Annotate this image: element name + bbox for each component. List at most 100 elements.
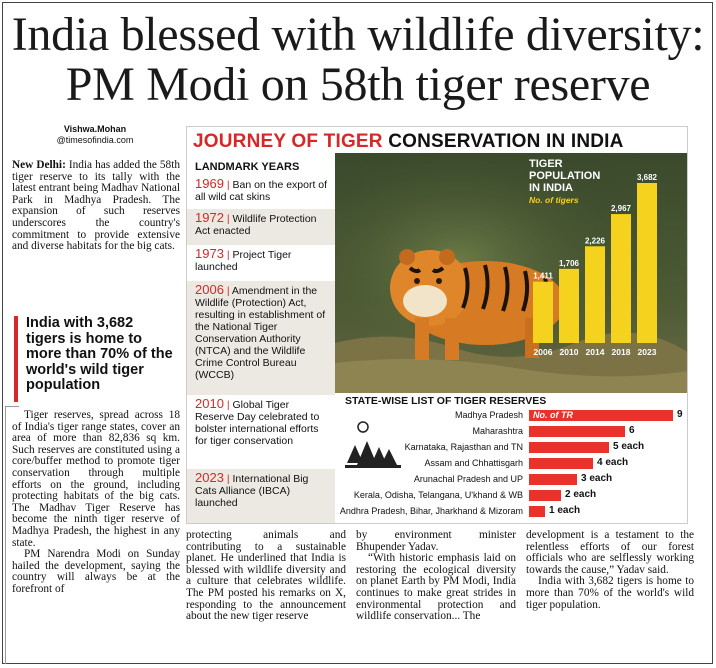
states-bar-label: No. of TR <box>533 410 573 420</box>
chart-title-line-2: POPULATION <box>529 170 600 182</box>
population-value-label: 2,967 <box>611 204 632 213</box>
landmark-text: Ban on the export of all wild cat skins <box>195 179 328 203</box>
state-bar <box>529 426 625 437</box>
landmark-year: 2023 <box>195 470 224 485</box>
landmark-year: 1972 <box>195 210 224 225</box>
infographic-title: JOURNEY OF TIGER CONSERVATION IN INDIA <box>193 131 624 153</box>
chart-title-line-3: IN INDIA <box>529 182 573 194</box>
infographic-title-black: CONSERVATION IN INDIA <box>382 131 624 152</box>
article-para-2: Tiger reserves, spread across 18 of Indi… <box>12 409 180 549</box>
article-para-1: India has added the 58th tiger reserve t… <box>12 159 180 253</box>
forest-icon <box>345 421 401 468</box>
article-column-3: by environment minister Bhupender Yadav.… <box>356 529 516 623</box>
landmark-text: Wildlife Protection Act enacted <box>195 213 317 237</box>
state-bar <box>529 458 593 469</box>
column-rule-tick <box>5 406 19 407</box>
chart-ylabel: No. of tigers <box>529 195 579 205</box>
state-label: Madhya Pradesh <box>454 410 523 420</box>
landmark-year: 2010 <box>195 396 224 411</box>
state-label: Maharashtra <box>472 426 523 436</box>
dateline: New Delhi: <box>12 159 66 171</box>
headline-line-1: India blessed with wildlife diversity: <box>11 8 705 61</box>
state-row: Karnataka, Rajasthan and TN 5 each <box>335 441 687 455</box>
tiger-photo <box>335 153 687 393</box>
landmark-year: 2006 <box>195 282 224 297</box>
population-value-label: 1,706 <box>559 259 580 268</box>
column-rule <box>5 406 6 664</box>
landmark-1973: 1973 | Project Tiger launched <box>195 246 292 273</box>
state-value-label: 3 each <box>581 473 613 484</box>
article-column-1-bottom: Tiger reserves, spread across 18 of Indi… <box>12 409 180 596</box>
chart-title-line-1: TIGER <box>529 158 563 170</box>
article-para-3: PM Narendra Modi on Sunday hailed the de… <box>12 548 180 595</box>
landmark-text: International Big Cats Alliance (IBCA) l… <box>195 473 309 509</box>
population-year-label: 2006 <box>534 347 553 357</box>
byline-handle: @timesofindia.com <box>56 135 134 145</box>
population-year-label: 2010 <box>560 347 579 357</box>
infographic-title-red: JOURNEY OF TIGER <box>193 131 383 152</box>
article-col4-text-a: development is a testament to the relent… <box>526 529 694 576</box>
state-label: Karnataka, Rajasthan and TN <box>404 442 523 452</box>
state-label: Andhra Pradesh, Bihar, Jharkhand & Mizor… <box>339 506 523 516</box>
byline-name: Vishwa.Mohan <box>63 124 127 134</box>
infographic: JOURNEY OF TIGER CONSERVATION IN INDIA L… <box>186 126 688 524</box>
landmark-text: Amendment in the Wildlife (Protection) A… <box>195 285 326 381</box>
article-column-2: protecting animals and contributing to a… <box>186 529 346 623</box>
landmark-heading: LANDMARK YEARS <box>195 161 300 173</box>
state-value-label: 2 each <box>565 489 597 500</box>
state-label: Kerala, Odisha, Telangana, U'khand & WB <box>353 490 523 500</box>
state-bar <box>529 474 577 485</box>
state-row: Kerala, Odisha, Telangana, U'khand & WB 2… <box>335 489 687 503</box>
article-column-1-top: New Delhi: India has added the 58th tige… <box>12 159 180 253</box>
state-row: Maharashtra 6 <box>335 425 687 439</box>
state-label: Assam and Chhattisgarh <box>424 458 523 468</box>
population-year-label: 2018 <box>612 347 631 357</box>
population-value-label: 1,411 <box>533 272 553 281</box>
population-value-label: 2,226 <box>585 236 606 245</box>
state-value-label: 5 each <box>613 441 645 452</box>
state-wise-panel: STATE-WISE LIST OF TIGER RESERVES Madhya… <box>335 393 687 523</box>
state-value-label: 6 <box>629 425 635 436</box>
article-column-4: development is a testament to the relent… <box>526 529 694 611</box>
population-bar-2006 <box>533 281 553 343</box>
article-col3-text-b: “With historic emphasis laid on restorin… <box>356 552 516 623</box>
landmark-years-panel: LANDMARK YEARS 1969 | Ban on the export … <box>187 157 335 523</box>
state-row: Madhya Pradesh No. of TR 9 <box>335 409 687 423</box>
state-label: Arunachal Pradesh and UP <box>413 474 523 484</box>
state-bar <box>529 442 609 453</box>
state-bar <box>529 506 545 517</box>
landmark-1969: 1969 | Ban on the export of all wild cat… <box>195 176 328 203</box>
landmark-text: Project Tiger launched <box>195 249 292 273</box>
state-value-label: 4 each <box>597 457 629 468</box>
landmark-2006: 2006 | Amendment in the Wildlife (Protec… <box>187 281 335 395</box>
state-row: Arunachal Pradesh and UP 3 each <box>335 473 687 487</box>
state-value-label: 1 each <box>549 505 581 516</box>
landmark-2023: 2023 | International Big Cats Alliance (… <box>187 469 335 523</box>
headline-line-2: PM Modi on 58th tiger reserve <box>65 58 651 111</box>
population-year-label: 2014 <box>586 347 605 357</box>
landmark-2010: 2010 | Global Tiger Reserve Day celebrat… <box>195 396 320 447</box>
population-year-label: 2023 <box>638 347 657 357</box>
landmark-1972: 1972 | Wildlife Protection Act enacted <box>187 209 335 245</box>
landmark-year: 1969 <box>195 176 224 191</box>
article-col2-text: protecting animals and contributing to a… <box>186 529 346 623</box>
tiger-population-chart: TIGER POPULATION IN INDIA No. of tigers … <box>529 158 658 357</box>
population-value-label: 3,682 <box>637 173 658 182</box>
byline: Vishwa.Mohan @timesofindia.com <box>10 124 180 146</box>
article-col4-text-b: India with 3,682 tigers is home to more … <box>526 575 694 611</box>
population-bar-2014 <box>585 246 605 343</box>
state-bar <box>529 410 673 421</box>
pull-quote: India with 3,682 tigers is home to more … <box>14 315 174 402</box>
population-bar-2018 <box>611 214 631 343</box>
article-col3-text-a: by environment minister Bhupender Yadav. <box>356 529 516 553</box>
tiger-figure <box>390 249 565 360</box>
states-heading: STATE-WISE LIST OF TIGER RESERVES <box>345 395 547 407</box>
landmark-year: 1973 <box>195 246 224 261</box>
landmark-text: Global Tiger Reserve Day celebrated to b… <box>195 399 320 447</box>
state-bar <box>529 490 561 501</box>
population-bar-2010 <box>559 268 579 343</box>
population-bar-2023 <box>637 183 657 343</box>
state-value-label: 9 <box>677 409 683 420</box>
state-row: Assam and Chhattisgarh 4 each <box>335 457 687 471</box>
